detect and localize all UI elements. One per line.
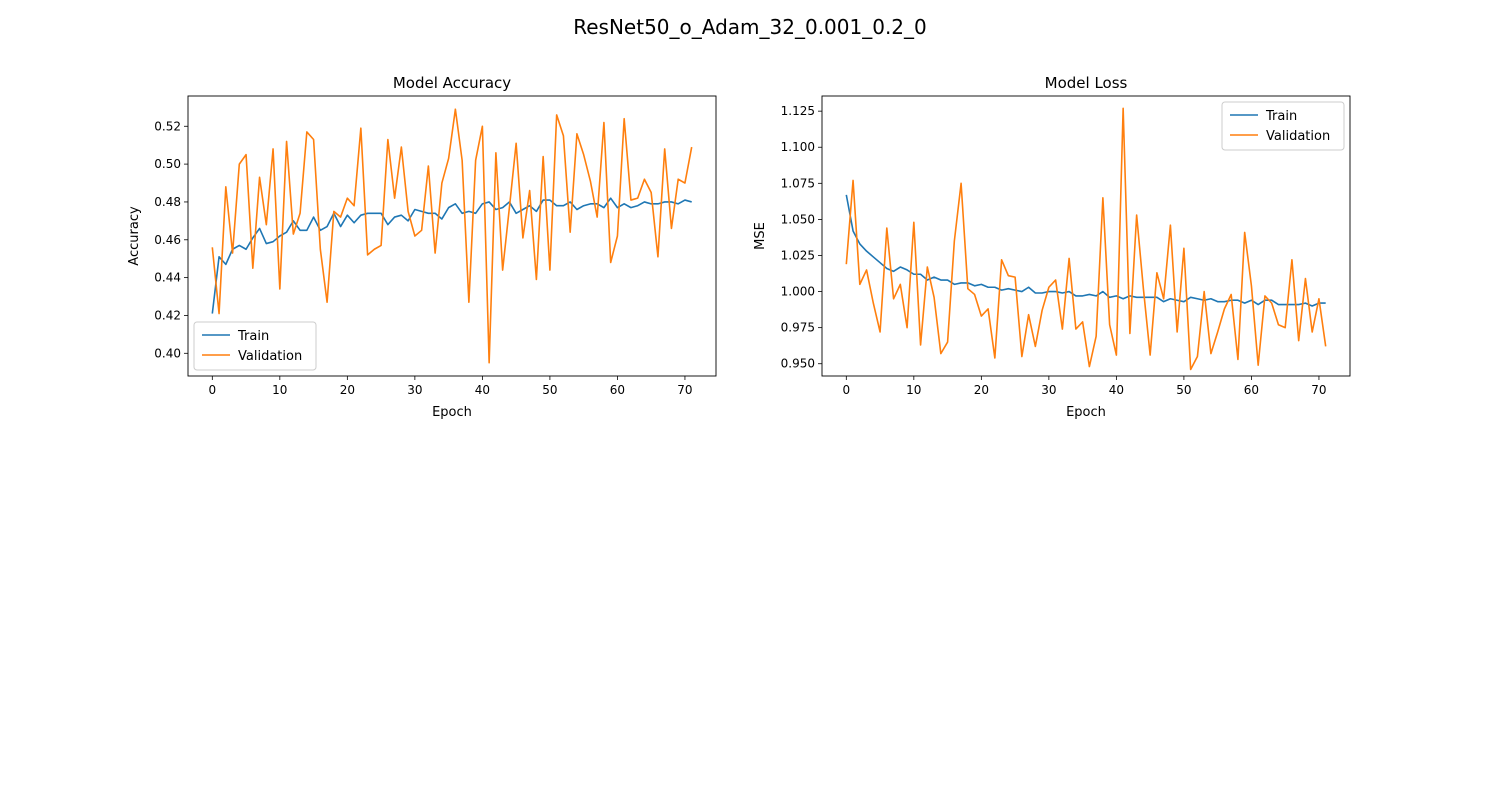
accuracy-x-tick-label: 0 xyxy=(208,383,216,397)
loss-y-tick-label: 1.075 xyxy=(781,176,815,190)
loss-chart-title: Model Loss xyxy=(1045,74,1128,92)
accuracy-x-tick-label: 10 xyxy=(272,383,287,397)
accuracy-y-tick-label: 0.42 xyxy=(154,308,181,322)
figure-suptitle: ResNet50_o_Adam_32_0.001_0.2_0 xyxy=(573,15,927,39)
accuracy-y-tick-label: 0.40 xyxy=(154,346,181,360)
loss-x-tick-label: 0 xyxy=(842,383,850,397)
accuracy-legend-box xyxy=(193,321,317,371)
loss-y-tick-label: 1.000 xyxy=(781,285,815,299)
loss-x-tick-label: 50 xyxy=(1176,383,1191,397)
loss-x-tick-label: 10 xyxy=(906,383,921,397)
accuracy-x-tick-label: 40 xyxy=(475,383,490,397)
loss-y-tick-label: 1.025 xyxy=(781,248,815,262)
accuracy-x-tick-label: 70 xyxy=(677,383,692,397)
accuracy-y-tick-label: 0.46 xyxy=(154,233,181,247)
accuracy-legend: Train Validation xyxy=(193,321,317,371)
loss-x-tick-label: 40 xyxy=(1109,383,1124,397)
loss-panel: Model Loss 0 10 20 30 40 50 60 70 0.950 0.975 1.000… xyxy=(753,74,1351,420)
accuracy-chart-title: Model Accuracy xyxy=(393,74,511,92)
accuracy-x-tick-label: 60 xyxy=(610,383,625,397)
loss-legend-label-validation: Validation xyxy=(1266,129,1330,144)
loss-y-tick-label: 0.950 xyxy=(781,357,815,371)
loss-legend-label-train: Train xyxy=(1265,109,1297,124)
loss-y-tick-label: 1.125 xyxy=(781,104,815,118)
accuracy-legend-label-validation: Validation xyxy=(238,349,302,364)
loss-y-tick-label: 1.050 xyxy=(781,212,815,226)
loss-x-axis-label: Epoch xyxy=(1066,405,1106,420)
loss-y-tick-label: 0.975 xyxy=(781,321,815,335)
accuracy-x-axis-label: Epoch xyxy=(432,405,472,420)
accuracy-x-tick-label: 50 xyxy=(542,383,557,397)
accuracy-y-tick-label: 0.52 xyxy=(154,119,181,133)
loss-x-tick-label: 60 xyxy=(1244,383,1259,397)
loss-legend: Train Validation xyxy=(1221,101,1345,151)
accuracy-x-tick-label: 20 xyxy=(340,383,355,397)
accuracy-y-tick-label: 0.44 xyxy=(154,271,181,285)
loss-x-tick-label: 70 xyxy=(1311,383,1326,397)
loss-y-axis-label: MSE xyxy=(753,222,768,250)
loss-x-tick-label: 20 xyxy=(974,383,989,397)
accuracy-x-tick-label: 30 xyxy=(407,383,422,397)
loss-axes-frame xyxy=(821,95,1351,377)
accuracy-panel: Model Accuracy 0 10 20 30 40 50 60 70 0.40 0.42 0.4… xyxy=(127,74,717,420)
accuracy-y-tick-label: 0.48 xyxy=(154,195,181,209)
accuracy-y-axis-label: Accuracy xyxy=(127,206,142,266)
loss-series-validation-line xyxy=(845,107,1327,371)
loss-x-tick-label: 30 xyxy=(1041,383,1056,397)
accuracy-axes-frame xyxy=(187,95,717,377)
accuracy-legend-label-train: Train xyxy=(237,329,269,344)
loss-legend-box xyxy=(1221,101,1345,151)
accuracy-y-tick-label: 0.50 xyxy=(154,157,181,171)
accuracy-series-validation-line xyxy=(211,108,693,364)
loss-y-tick-label: 1.100 xyxy=(781,140,815,154)
